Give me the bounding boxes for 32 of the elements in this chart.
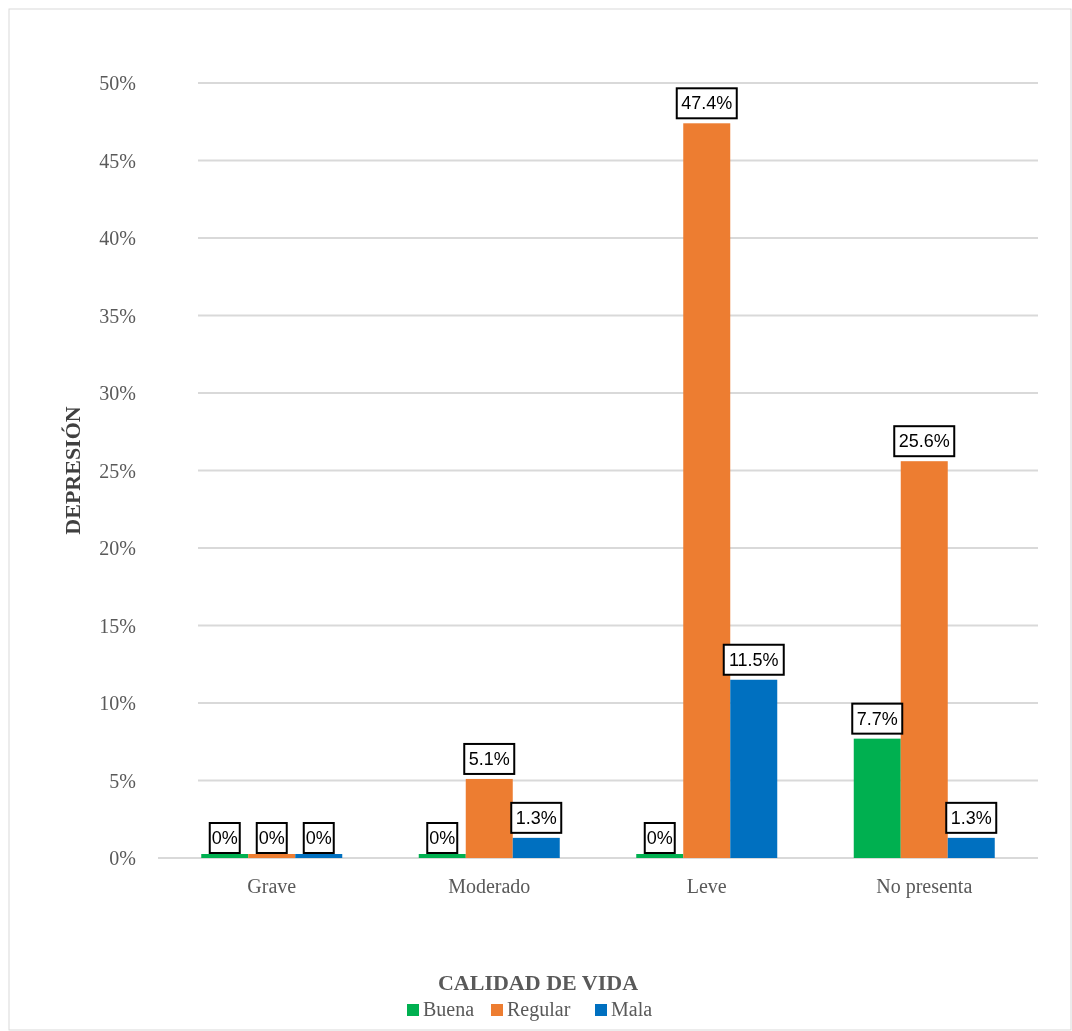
data-label: 0% bbox=[211, 828, 238, 848]
y-tick-label: 15% bbox=[99, 614, 136, 637]
legend-label: Regular bbox=[507, 998, 571, 1021]
data-label: 7.7% bbox=[856, 708, 898, 729]
data-label: 0% bbox=[646, 828, 673, 848]
y-tick-label: 35% bbox=[99, 304, 136, 327]
y-tick-label: 50% bbox=[99, 72, 136, 94]
y-tick-label: 10% bbox=[99, 692, 136, 714]
data-label: 11.5% bbox=[728, 649, 779, 670]
data-label: 25.6% bbox=[898, 431, 950, 452]
y-tick-label: 25% bbox=[99, 459, 136, 482]
y-tick-label: 5% bbox=[109, 769, 136, 792]
y-tick-label: 40% bbox=[99, 227, 136, 249]
x-tick-label: Leve bbox=[686, 875, 727, 897]
x-tick-label: Grave bbox=[247, 875, 297, 897]
data-label: 0% bbox=[258, 828, 285, 848]
data-label: 1.3% bbox=[515, 807, 557, 828]
x-tick-label: No presenta bbox=[876, 875, 973, 898]
y-tick-label: 45% bbox=[99, 149, 136, 172]
data-label: 0% bbox=[429, 828, 456, 848]
y-tick-label: 20% bbox=[99, 537, 136, 559]
data-label: 0% bbox=[305, 828, 332, 848]
y-tick-label: 0% bbox=[109, 847, 136, 869]
y-axis-title: DEPRESIÓN bbox=[60, 406, 85, 535]
data-label: 47.4% bbox=[681, 93, 733, 114]
data-label: 5.1% bbox=[468, 748, 510, 769]
y-tick-label: 30% bbox=[99, 382, 136, 404]
legend-label: Buena bbox=[423, 998, 475, 1020]
legend-label: Mala bbox=[611, 998, 653, 1020]
x-tick-label: Moderado bbox=[448, 875, 531, 897]
data-label: 1.3% bbox=[950, 807, 992, 828]
x-axis-title: CALIDAD DE VIDA bbox=[437, 970, 639, 995]
